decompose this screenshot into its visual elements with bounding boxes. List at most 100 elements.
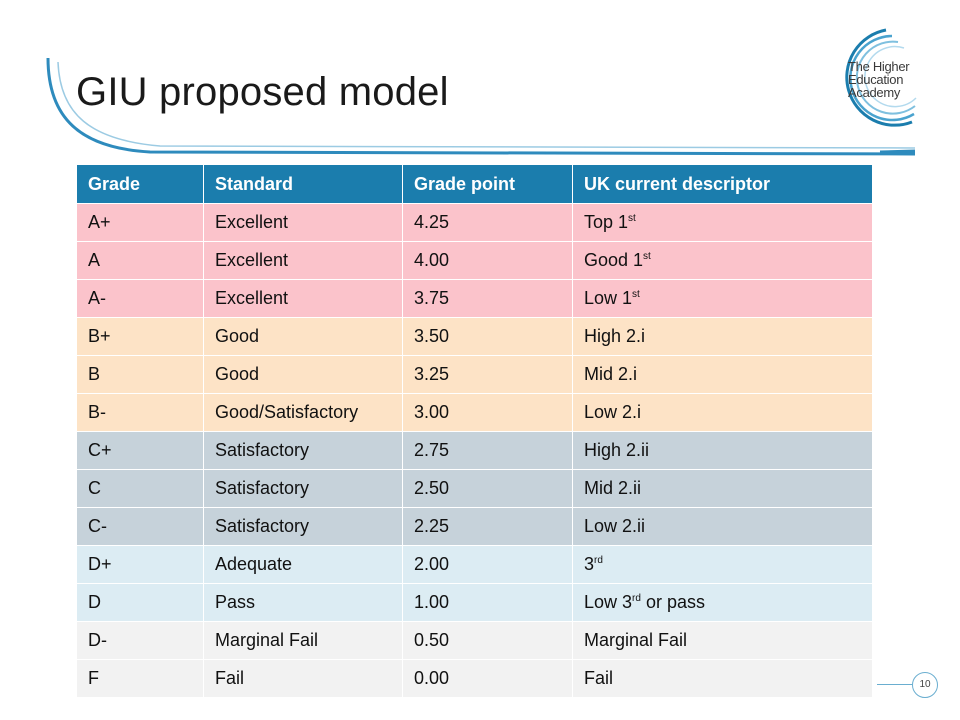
descriptor-ordinal-suffix: rd: [594, 555, 603, 566]
cell-grade-point: 3.25: [402, 355, 573, 394]
descriptor-text: Fail: [584, 668, 614, 688]
descriptor-ordinal-suffix: rd: [632, 593, 641, 604]
descriptor-text: Marginal Fail: [584, 630, 688, 650]
table-row: B+ Good 3.50 High 2.i: [76, 317, 873, 356]
cell-descriptor: Good 1st: [572, 241, 873, 280]
cell-grade: F: [76, 659, 204, 698]
header-grade-point: Grade point: [402, 164, 573, 204]
cell-grade-point: 4.25: [402, 203, 573, 242]
hea-logo-icon: [845, 28, 917, 127]
cell-grade-point: 1.00: [402, 583, 573, 622]
logo-line-3: Academy: [848, 85, 901, 100]
header-uk-descriptor: UK current descriptor: [572, 164, 873, 204]
table-header-row: Grade Standard Grade point UK current de…: [76, 164, 873, 204]
descriptor-text: High 2.ii: [584, 440, 650, 460]
page-number: 10: [912, 672, 938, 698]
descriptor-text: High 2.i: [584, 326, 646, 346]
table-row: C Satisfactory 2.50 Mid 2.ii: [76, 469, 873, 508]
table-row: A- Excellent 3.75 Low 1st: [76, 279, 873, 318]
cell-standard: Pass: [203, 583, 403, 622]
hea-logo-text: The Higher Education Academy: [848, 59, 910, 100]
cell-grade-point: 0.00: [402, 659, 573, 698]
cell-grade-point: 3.00: [402, 393, 573, 432]
cell-descriptor: Low 1st: [572, 279, 873, 318]
cell-grade: A-: [76, 279, 204, 318]
cell-grade-point: 2.00: [402, 545, 573, 584]
cell-standard: Satisfactory: [203, 431, 403, 470]
logo-line-1: The Higher: [848, 59, 910, 74]
table-row: B Good 3.25 Mid 2.i: [76, 355, 873, 394]
cell-grade-point: 3.75: [402, 279, 573, 318]
cell-grade-point: 2.75: [402, 431, 573, 470]
table-row: B- Good/Satisfactory 3.00 Low 2.i: [76, 393, 873, 432]
page-number-line: [877, 684, 912, 685]
cell-descriptor: Mid 2.i: [572, 355, 873, 394]
header-grade: Grade: [76, 164, 204, 204]
cell-grade: D+: [76, 545, 204, 584]
cell-standard: Marginal Fail: [203, 621, 403, 660]
title-arc-decoration: [46, 57, 916, 156]
descriptor-ordinal-suffix: st: [628, 213, 636, 224]
header-standard: Standard: [203, 164, 403, 204]
cell-descriptor: 3rd: [572, 545, 873, 584]
cell-grade-point: 3.50: [402, 317, 573, 356]
cell-grade-point: 0.50: [402, 621, 573, 660]
cell-grade: D: [76, 583, 204, 622]
descriptor-text: Low 2.ii: [584, 516, 646, 536]
slide-title: GIU proposed model: [76, 70, 449, 114]
table-row: A Excellent 4.00 Good 1st: [76, 241, 873, 280]
grade-table: Grade Standard Grade point UK current de…: [76, 164, 873, 698]
cell-grade-point: 2.50: [402, 469, 573, 508]
table-row: D+ Adequate 2.00 3rd: [76, 545, 873, 584]
cell-descriptor: Fail: [572, 659, 873, 698]
cell-descriptor: Top 1st: [572, 203, 873, 242]
cell-standard: Good: [203, 317, 403, 356]
cell-grade: B: [76, 355, 204, 394]
cell-standard: Excellent: [203, 279, 403, 318]
cell-standard: Satisfactory: [203, 507, 403, 546]
cell-grade: C: [76, 469, 204, 508]
descriptor-text: Top 1: [584, 212, 629, 232]
table-row: F Fail 0.00 Fail: [76, 659, 873, 698]
cell-grade: A+: [76, 203, 204, 242]
cell-descriptor: Mid 2.ii: [572, 469, 873, 508]
cell-grade: C-: [76, 507, 204, 546]
cell-grade: B+: [76, 317, 204, 356]
cell-standard: Good/Satisfactory: [203, 393, 403, 432]
cell-grade-point: 2.25: [402, 507, 573, 546]
cell-descriptor: Low 3rd or pass: [572, 583, 873, 622]
table-row: D Pass 1.00 Low 3rd or pass: [76, 583, 873, 622]
table-row: C- Satisfactory 2.25 Low 2.ii: [76, 507, 873, 546]
cell-grade: D-: [76, 621, 204, 660]
cell-descriptor: Marginal Fail: [572, 621, 873, 660]
descriptor-text: Low 3: [584, 592, 633, 612]
descriptor-text: 3: [584, 554, 595, 574]
descriptor-text: Mid 2.ii: [584, 478, 642, 498]
cell-grade: C+: [76, 431, 204, 470]
cell-standard: Excellent: [203, 203, 403, 242]
descriptor-text: Low 1: [584, 288, 633, 308]
cell-descriptor: Low 2.i: [572, 393, 873, 432]
cell-descriptor: Low 2.ii: [572, 507, 873, 546]
cell-grade: A: [76, 241, 204, 280]
cell-standard: Fail: [203, 659, 403, 698]
cell-descriptor: High 2.ii: [572, 431, 873, 470]
cell-descriptor: High 2.i: [572, 317, 873, 356]
cell-standard: Adequate: [203, 545, 403, 584]
descriptor-text: Low 2.i: [584, 402, 642, 422]
descriptor-tail-text: or pass: [640, 592, 705, 612]
descriptor-text: Good 1: [584, 250, 644, 270]
logo-line-2: Education: [848, 72, 904, 87]
table-row: A+ Excellent 4.25 Top 1st: [76, 203, 873, 242]
descriptor-ordinal-suffix: st: [643, 251, 651, 262]
descriptor-ordinal-suffix: st: [632, 289, 640, 300]
cell-standard: Excellent: [203, 241, 403, 280]
cell-grade: B-: [76, 393, 204, 432]
descriptor-text: Mid 2.i: [584, 364, 638, 384]
cell-grade-point: 4.00: [402, 241, 573, 280]
cell-standard: Satisfactory: [203, 469, 403, 508]
table-row: D- Marginal Fail 0.50 Marginal Fail: [76, 621, 873, 660]
cell-standard: Good: [203, 355, 403, 394]
table-body: A+ Excellent 4.25 Top 1st A Excellent 4.00 Good…: [76, 203, 873, 698]
table-row: C+ Satisfactory 2.75 High 2.ii: [76, 431, 873, 470]
